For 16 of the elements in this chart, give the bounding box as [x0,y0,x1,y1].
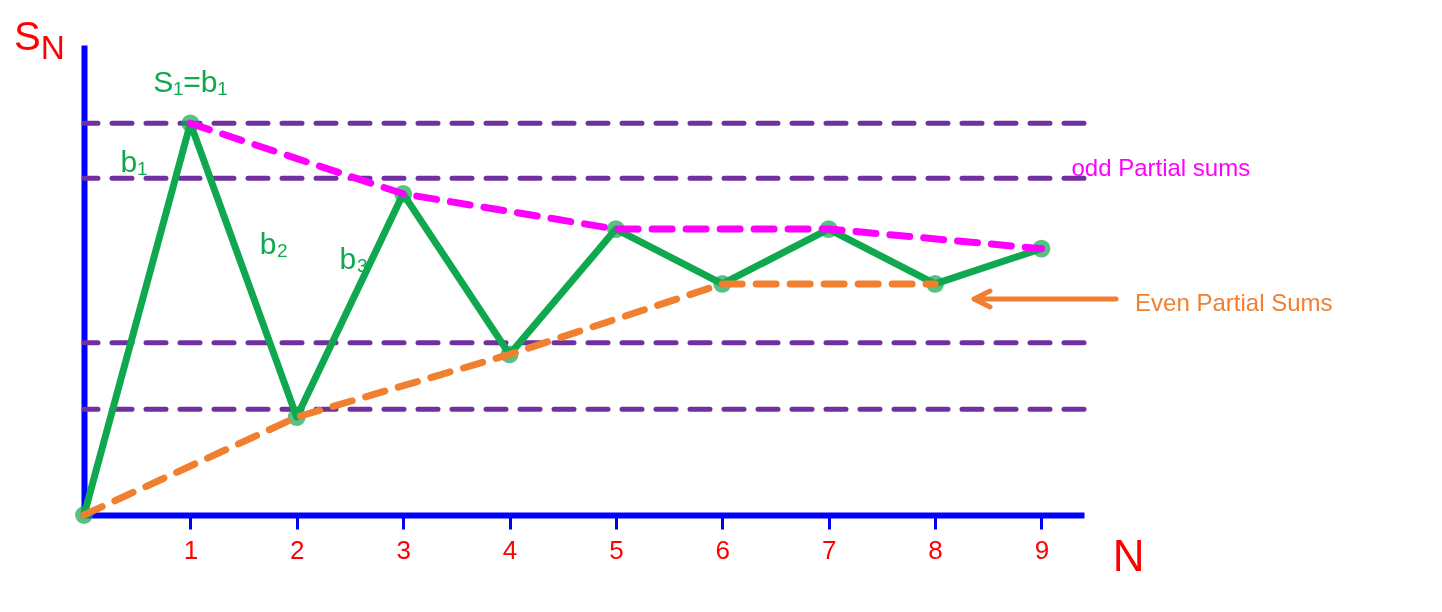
x-tick-label: 9 [1034,534,1050,565]
text: odd Partial sums [1071,153,1251,181]
text: Even Partial Sums [1135,288,1333,316]
annotation: S₁=b₁ [153,65,228,99]
x-tick-label: 6 [715,534,731,565]
x-tick-label: 4 [502,534,518,565]
annotation: b₁ [120,145,148,178]
x-tick-label: 1 [183,534,199,565]
x-tick-label: 5 [609,534,624,565]
y-axis-title: S$_{N}$ [14,14,65,67]
x-axis-title: N [1112,530,1145,580]
x-tick-label: 3 [396,534,411,565]
x-tick-label: 8 [928,534,943,565]
annotation: b₂ [259,227,289,260]
x-tick-label: 7 [821,534,837,565]
x-tick-label: 2 [290,534,305,565]
